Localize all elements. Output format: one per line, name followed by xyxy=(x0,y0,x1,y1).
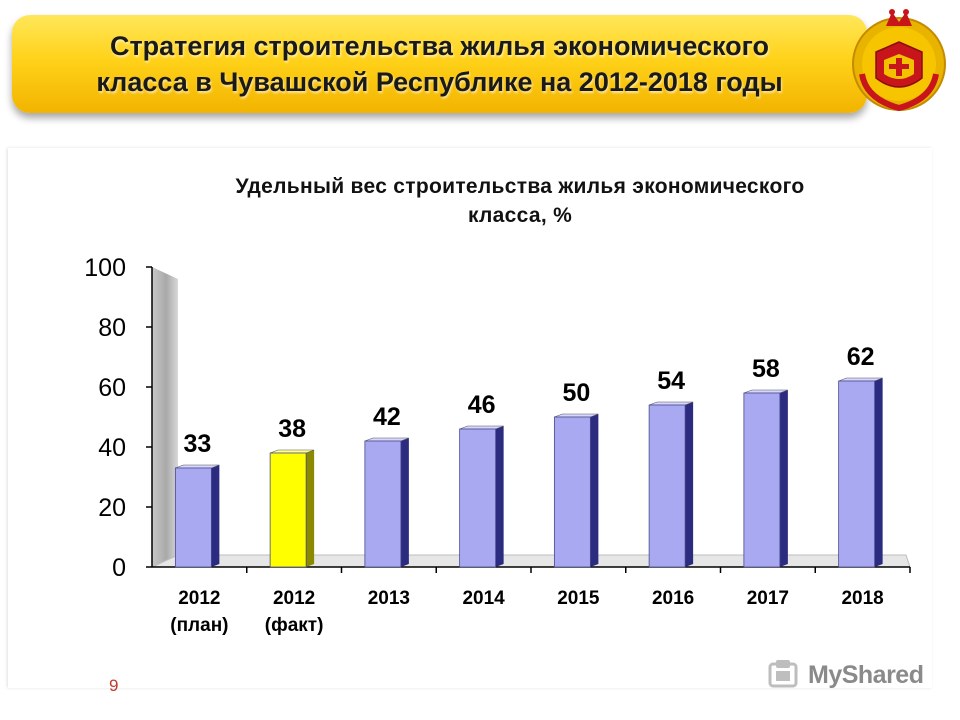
bar-side xyxy=(306,450,315,567)
bar-top xyxy=(649,401,694,406)
chart-title-line-2: класса, % xyxy=(467,204,573,227)
bar-top xyxy=(459,425,504,430)
x-tick-label: 2018 xyxy=(841,588,883,609)
chart-side-wall xyxy=(152,267,178,567)
x-tick-label: (план) xyxy=(170,615,228,636)
chart-title-line-1: Удельный вес строительства жилья экономи… xyxy=(235,175,805,198)
bar xyxy=(553,416,591,568)
data-label: 58 xyxy=(752,355,780,383)
y-tick-label: 40 xyxy=(98,434,126,462)
bar xyxy=(269,452,307,568)
bar-top xyxy=(364,437,409,442)
page-title: Стратегия строительства жилья экономичес… xyxy=(12,28,867,100)
myshared-logo-icon xyxy=(768,660,798,688)
y-tick-label: 60 xyxy=(98,374,126,402)
bar xyxy=(174,467,212,568)
bar-top xyxy=(554,413,599,418)
data-label: 50 xyxy=(562,379,590,407)
x-tick-label: 2012 xyxy=(178,588,220,609)
x-tick-label: (факт) xyxy=(265,615,324,636)
page-number: 9 xyxy=(109,676,119,695)
chart-title: Удельный вес строительства жилья экономи… xyxy=(150,172,890,230)
x-tick-label: 2015 xyxy=(557,588,600,609)
bar-top xyxy=(743,389,788,394)
page-title-line-1: Стратегия строительства жилья экономичес… xyxy=(109,31,770,61)
bar-side xyxy=(211,465,220,567)
bar xyxy=(648,404,686,568)
x-tick-label: 2016 xyxy=(652,588,694,609)
x-tick-label: 2014 xyxy=(462,588,505,609)
y-tick-label: 100 xyxy=(84,254,126,282)
bar-top xyxy=(838,377,883,382)
data-label: 46 xyxy=(468,391,496,419)
bar-side xyxy=(400,438,409,567)
bar xyxy=(459,428,497,568)
bar-side xyxy=(495,426,504,567)
data-label: 38 xyxy=(278,415,306,443)
data-label: 33 xyxy=(183,430,211,458)
bar-side xyxy=(590,414,599,567)
x-tick-label: 2013 xyxy=(368,588,410,609)
watermark-text: MyShared xyxy=(808,661,924,689)
data-label: 62 xyxy=(847,343,875,371)
x-tick-label: 2012 xyxy=(273,588,315,609)
bar xyxy=(838,380,876,568)
data-label: 54 xyxy=(657,367,685,395)
chuvashia-emblem-icon xyxy=(852,9,946,112)
bar xyxy=(743,392,781,568)
data-label: 42 xyxy=(373,403,401,431)
bar xyxy=(364,440,402,568)
bar-top xyxy=(175,464,220,469)
title-banner xyxy=(12,15,867,113)
x-tick-label: 2017 xyxy=(747,588,789,609)
bar-side xyxy=(874,378,883,567)
bar-top xyxy=(270,449,315,454)
page-title-line-2: класса в Чувашской Республике на 2012-20… xyxy=(96,67,783,97)
y-tick-label: 0 xyxy=(112,554,126,582)
chart-floor xyxy=(151,554,911,568)
bar-side xyxy=(685,402,694,567)
bar-side xyxy=(779,390,788,567)
y-tick-label: 20 xyxy=(98,494,126,522)
y-tick-label: 80 xyxy=(98,314,126,342)
